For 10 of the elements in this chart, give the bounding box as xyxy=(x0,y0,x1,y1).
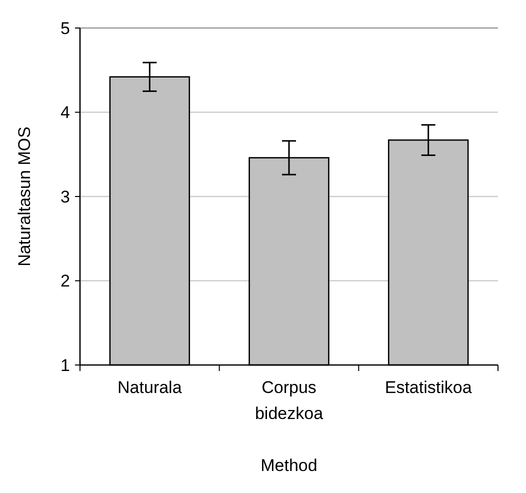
y-tick-label: 5 xyxy=(60,18,70,38)
y-axis-title: Naturaltasun MOS xyxy=(15,126,34,266)
y-tick-label: 3 xyxy=(60,187,70,206)
x-tick-label: Corpus bidezkoa xyxy=(254,378,324,423)
x-tick-label: Estatistikoa xyxy=(384,378,472,397)
x-tick-label: Naturala xyxy=(118,378,182,397)
x-axis-title: Method xyxy=(260,456,318,475)
y-tick-label: 4 xyxy=(60,103,70,122)
y-tick-label: 1 xyxy=(60,356,70,375)
y-tick-label: 2 xyxy=(60,272,70,291)
